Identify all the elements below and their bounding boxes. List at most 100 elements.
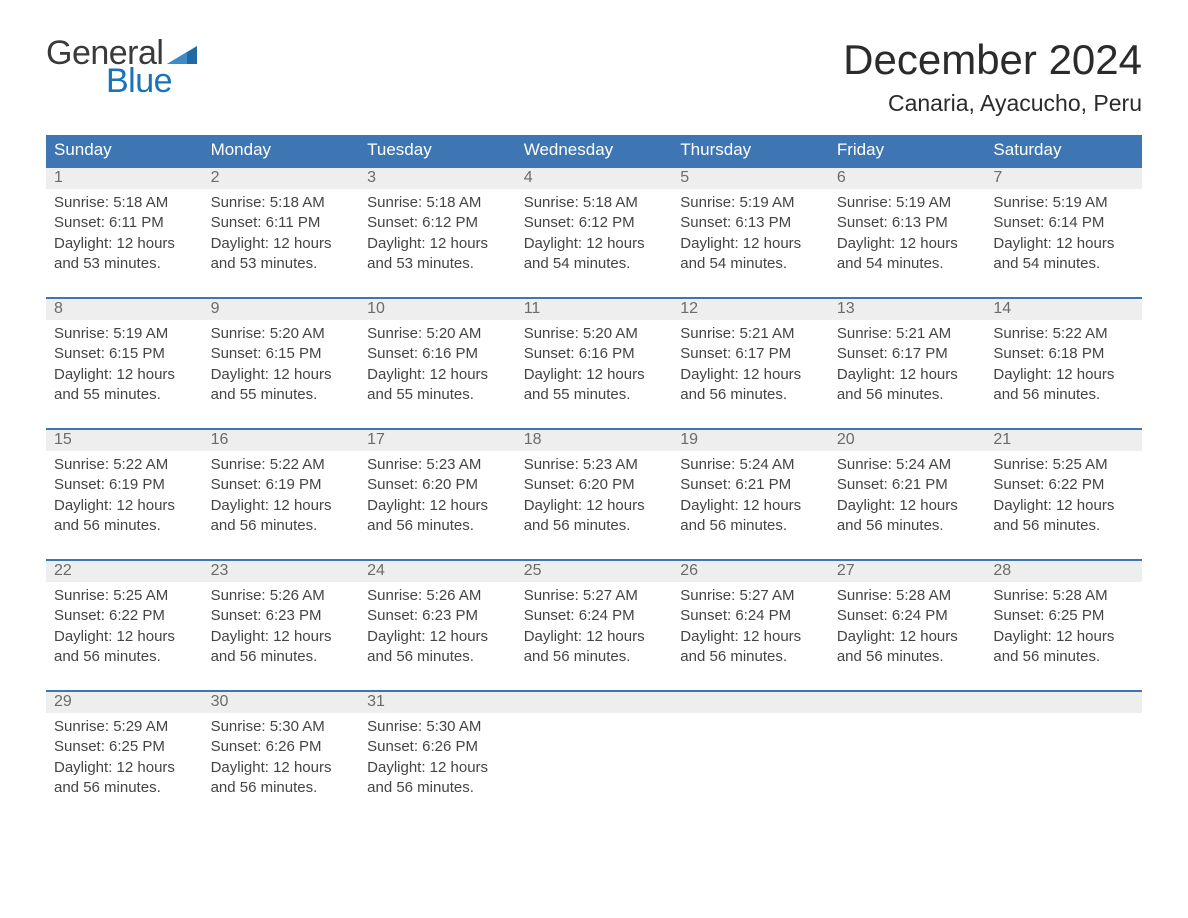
daylight-line1: Daylight: 12 hours [367, 758, 508, 778]
daylight-line1: Daylight: 12 hours [524, 365, 665, 385]
sunrise-line: Sunrise: 5:27 AM [524, 586, 665, 606]
daylight-line2: and 53 minutes. [54, 254, 195, 274]
daylight-line2: and 56 minutes. [993, 647, 1134, 667]
daylight-line1: Daylight: 12 hours [211, 496, 352, 516]
day-cell [985, 713, 1142, 801]
day-number: 27 [829, 561, 986, 582]
daylight-line1: Daylight: 12 hours [837, 365, 978, 385]
sunrise-line: Sunrise: 5:18 AM [211, 193, 352, 213]
day-number: 12 [672, 299, 829, 320]
day-cell: Sunrise: 5:18 AMSunset: 6:12 PMDaylight:… [359, 189, 516, 277]
day-cell: Sunrise: 5:24 AMSunset: 6:21 PMDaylight:… [672, 451, 829, 539]
sunset-line: Sunset: 6:24 PM [837, 606, 978, 626]
sunrise-line: Sunrise: 5:26 AM [367, 586, 508, 606]
sunset-line: Sunset: 6:13 PM [837, 213, 978, 233]
day-cell: Sunrise: 5:20 AMSunset: 6:15 PMDaylight:… [203, 320, 360, 408]
day-cell: Sunrise: 5:30 AMSunset: 6:26 PMDaylight:… [203, 713, 360, 801]
sunset-line: Sunset: 6:18 PM [993, 344, 1134, 364]
calendar: SundayMondayTuesdayWednesdayThursdayFrid… [46, 135, 1142, 801]
day-number: 26 [672, 561, 829, 582]
daylight-line2: and 54 minutes. [524, 254, 665, 274]
daylight-line2: and 56 minutes. [680, 385, 821, 405]
sunrise-line: Sunrise: 5:20 AM [367, 324, 508, 344]
sunrise-line: Sunrise: 5:21 AM [837, 324, 978, 344]
daylight-line1: Daylight: 12 hours [367, 365, 508, 385]
day-cell: Sunrise: 5:25 AMSunset: 6:22 PMDaylight:… [985, 451, 1142, 539]
daylight-line1: Daylight: 12 hours [524, 234, 665, 254]
day-number: 15 [46, 430, 203, 451]
daylight-line1: Daylight: 12 hours [993, 496, 1134, 516]
sunset-line: Sunset: 6:23 PM [367, 606, 508, 626]
title-block: December 2024 Canaria, Ayacucho, Peru [843, 36, 1142, 117]
day-number-row: 22232425262728 [46, 561, 1142, 582]
daylight-line2: and 55 minutes. [524, 385, 665, 405]
brand-part2: Blue [46, 64, 197, 98]
day-cell: Sunrise: 5:28 AMSunset: 6:25 PMDaylight:… [985, 582, 1142, 670]
day-cell: Sunrise: 5:20 AMSunset: 6:16 PMDaylight:… [516, 320, 673, 408]
sunset-line: Sunset: 6:22 PM [993, 475, 1134, 495]
daylight-line1: Daylight: 12 hours [680, 496, 821, 516]
sunset-line: Sunset: 6:21 PM [837, 475, 978, 495]
daylight-line2: and 56 minutes. [524, 647, 665, 667]
day-number [985, 692, 1142, 713]
sunrise-line: Sunrise: 5:20 AM [211, 324, 352, 344]
day-cell: Sunrise: 5:20 AMSunset: 6:16 PMDaylight:… [359, 320, 516, 408]
day-number: 25 [516, 561, 673, 582]
sunrise-line: Sunrise: 5:18 AM [367, 193, 508, 213]
day-number: 20 [829, 430, 986, 451]
day-number-row: 15161718192021 [46, 430, 1142, 451]
sunrise-line: Sunrise: 5:30 AM [211, 717, 352, 737]
sunset-line: Sunset: 6:24 PM [680, 606, 821, 626]
sunrise-line: Sunrise: 5:21 AM [680, 324, 821, 344]
sunrise-line: Sunrise: 5:28 AM [993, 586, 1134, 606]
calendar-week: 22232425262728Sunrise: 5:25 AMSunset: 6:… [46, 559, 1142, 670]
daylight-line1: Daylight: 12 hours [211, 627, 352, 647]
calendar-week: 1234567Sunrise: 5:18 AMSunset: 6:11 PMDa… [46, 166, 1142, 277]
day-number: 2 [203, 168, 360, 189]
daylight-line1: Daylight: 12 hours [367, 496, 508, 516]
day-number [829, 692, 986, 713]
daylight-line2: and 56 minutes. [367, 647, 508, 667]
day-cell: Sunrise: 5:29 AMSunset: 6:25 PMDaylight:… [46, 713, 203, 801]
daylight-line2: and 56 minutes. [837, 647, 978, 667]
daylight-line1: Daylight: 12 hours [993, 234, 1134, 254]
daylight-line1: Daylight: 12 hours [54, 365, 195, 385]
day-cell: Sunrise: 5:19 AMSunset: 6:13 PMDaylight:… [829, 189, 986, 277]
daylight-line2: and 56 minutes. [211, 647, 352, 667]
daylight-line1: Daylight: 12 hours [367, 234, 508, 254]
day-number: 18 [516, 430, 673, 451]
day-number: 22 [46, 561, 203, 582]
daylight-line2: and 56 minutes. [837, 385, 978, 405]
day-number: 23 [203, 561, 360, 582]
day-number: 10 [359, 299, 516, 320]
day-number-row: 891011121314 [46, 299, 1142, 320]
day-number: 14 [985, 299, 1142, 320]
sunset-line: Sunset: 6:26 PM [367, 737, 508, 757]
header: General Blue December 2024 Canaria, Ayac… [46, 36, 1142, 117]
daylight-line2: and 54 minutes. [837, 254, 978, 274]
sunset-line: Sunset: 6:15 PM [211, 344, 352, 364]
day-cell: Sunrise: 5:30 AMSunset: 6:26 PMDaylight:… [359, 713, 516, 801]
daylight-line2: and 56 minutes. [54, 647, 195, 667]
daylight-line1: Daylight: 12 hours [993, 627, 1134, 647]
sunrise-line: Sunrise: 5:19 AM [993, 193, 1134, 213]
day-number: 16 [203, 430, 360, 451]
daylight-line2: and 53 minutes. [211, 254, 352, 274]
day-number: 8 [46, 299, 203, 320]
daylight-line2: and 53 minutes. [367, 254, 508, 274]
daylight-line2: and 56 minutes. [993, 516, 1134, 536]
day-number-row: 293031 [46, 692, 1142, 713]
calendar-week: 15161718192021 Sunrise: 5:22 AM Sunset: 6:… [46, 428, 1142, 539]
daylight-line1: Daylight: 12 hours [211, 234, 352, 254]
daylight-line1: Daylight: 12 hours [680, 365, 821, 385]
sunrise-line: Sunrise: 5:19 AM [680, 193, 821, 213]
sunrise-line: Sunrise: 5:30 AM [367, 717, 508, 737]
sunrise-line: Sunrise: 5:22 AM [54, 455, 195, 475]
weekday-label: Sunday [46, 135, 203, 166]
day-number: 30 [203, 692, 360, 713]
sunrise-line: Sunrise: 5:24 AM [680, 455, 821, 475]
sunrise-line: Sunrise: 5:20 AM [524, 324, 665, 344]
day-number: 17 [359, 430, 516, 451]
day-number: 5 [672, 168, 829, 189]
sunrise-line: Sunrise: 5:22 AM [211, 455, 352, 475]
